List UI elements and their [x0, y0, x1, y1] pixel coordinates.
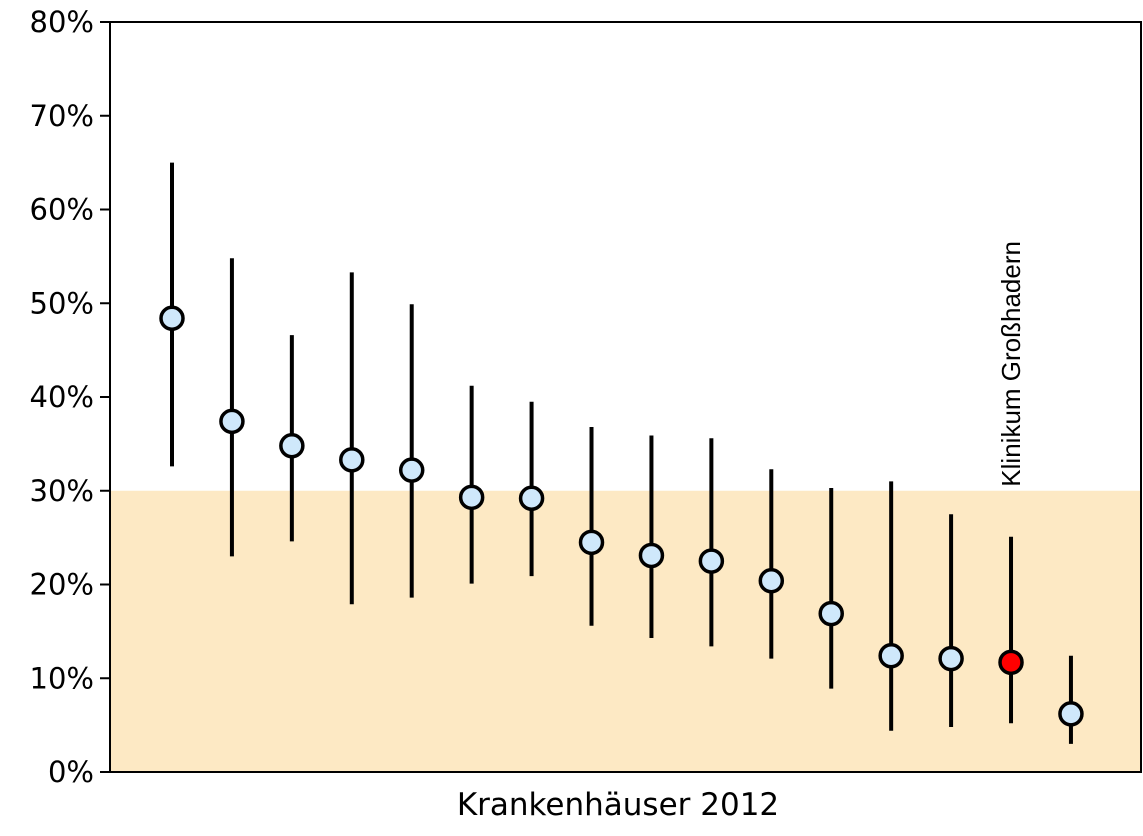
point: [458, 484, 485, 511]
point: [339, 447, 365, 473]
point: [698, 548, 725, 574]
point: [159, 305, 185, 331]
y-tick-label: 50%: [30, 286, 94, 320]
x-axis-label: Krankenhäuser 2012: [457, 787, 779, 823]
y-tick-label: 70%: [30, 99, 94, 133]
point: [878, 643, 904, 669]
y-tick-label: 40%: [30, 380, 94, 414]
point: [758, 568, 785, 594]
point: [998, 649, 1024, 676]
point: [398, 457, 425, 483]
point: [219, 408, 245, 435]
point: [578, 529, 605, 556]
y-tick-label: 30%: [30, 474, 94, 508]
point: [938, 645, 964, 672]
annotation: Klinikum Großhadern: [996, 241, 1026, 487]
point: [518, 485, 545, 511]
y-tick-label: 80%: [30, 5, 94, 39]
y-tick-label: 20%: [30, 568, 94, 602]
point: [279, 433, 305, 459]
point: [638, 542, 665, 569]
point: [818, 600, 844, 627]
plot-frame: [109, 21, 1142, 773]
highlight-band: [110, 490, 1141, 772]
y-tick-label: 10%: [30, 661, 94, 695]
point: [1058, 701, 1084, 727]
y-tick-label: 60%: [30, 193, 94, 227]
y-tick-label: 0%: [48, 755, 94, 789]
